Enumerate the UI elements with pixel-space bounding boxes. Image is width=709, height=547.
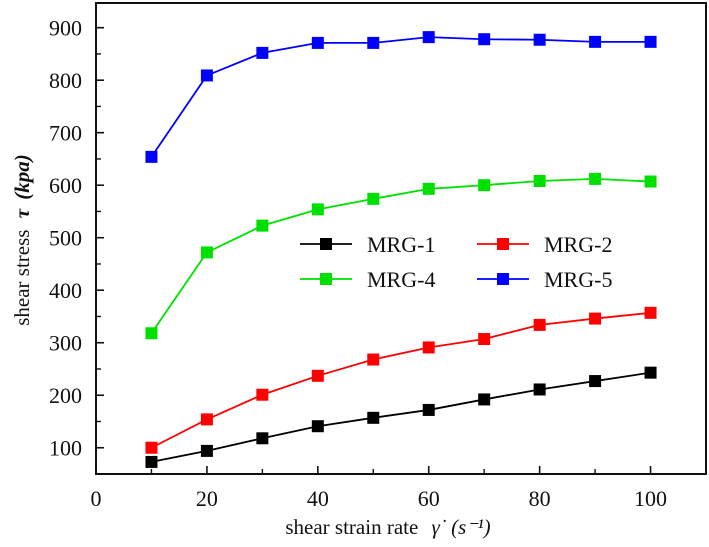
- data-point: [145, 327, 158, 340]
- data-point: [311, 36, 324, 49]
- data-point: [533, 318, 546, 331]
- x-tick-label: 40: [307, 486, 329, 511]
- x-axis-unit: (s⁻¹): [451, 515, 491, 539]
- data-point: [256, 46, 269, 59]
- data-point: [478, 393, 491, 406]
- series-line: [151, 311, 651, 449]
- data-point: [145, 455, 158, 468]
- y-tick-label: 700: [49, 121, 82, 146]
- data-point: [256, 432, 269, 445]
- data-point: [200, 413, 213, 426]
- series-mrg-5: [145, 31, 657, 163]
- data-point: [200, 69, 213, 82]
- data-point: [311, 369, 324, 382]
- data-point: [644, 35, 657, 48]
- data-point: [145, 150, 158, 163]
- legend-label: MRG-4: [367, 267, 435, 292]
- y-axis-title-text: shear stress: [10, 230, 34, 326]
- legend-item: MRG-2: [477, 232, 612, 257]
- y-tick-label: 200: [49, 383, 82, 408]
- data-point: [533, 383, 546, 396]
- data-point: [478, 179, 491, 192]
- data-point: [589, 172, 602, 185]
- y-tick-label: 400: [49, 278, 82, 303]
- data-point: [478, 33, 491, 46]
- data-point: [367, 353, 380, 366]
- y-tick-label: 600: [49, 173, 82, 198]
- legend-item: MRG-1: [300, 232, 435, 257]
- series-layer: [145, 31, 657, 468]
- data-point: [422, 31, 435, 44]
- y-tick-label: 500: [49, 226, 82, 251]
- legend-item: MRG-5: [477, 267, 612, 292]
- data-point: [533, 175, 546, 188]
- x-axis-title: shear strain rate γ̇ (s⁻¹): [285, 515, 490, 539]
- x-axis-symbol: γ̇: [432, 515, 446, 539]
- data-point: [256, 219, 269, 232]
- data-point: [256, 388, 269, 401]
- y-axis-title: shear stress τ (kpa): [10, 154, 34, 326]
- data-point: [367, 192, 380, 205]
- series-line: [151, 371, 651, 463]
- y-tick-label: 100: [49, 436, 82, 461]
- data-point: [200, 246, 213, 259]
- data-point: [533, 33, 546, 46]
- y-tick-label: 900: [49, 16, 82, 41]
- legend-label: MRG-2: [544, 232, 612, 257]
- y-tick-label: 800: [49, 68, 82, 93]
- data-point: [367, 36, 380, 49]
- data-point: [311, 203, 324, 216]
- series-mrg-4: [145, 172, 657, 340]
- legend-label: MRG-5: [544, 267, 612, 292]
- legend-marker: [320, 238, 332, 250]
- data-point: [644, 175, 657, 188]
- series-line: [150, 36, 651, 158]
- data-point: [200, 444, 213, 457]
- x-axis-title-text: shear strain rate: [285, 515, 418, 539]
- data-point: [589, 375, 602, 388]
- x-tick-label: 100: [634, 486, 667, 511]
- data-point: [478, 333, 491, 346]
- series-mrg-1: [145, 366, 657, 468]
- data-point: [589, 312, 602, 325]
- y-tick-label: 300: [49, 331, 82, 356]
- legend-label: MRG-1: [367, 232, 435, 257]
- legend-marker: [497, 273, 509, 285]
- legend-marker: [320, 273, 332, 285]
- y-axis-unit: (kpa): [10, 154, 34, 200]
- data-point: [311, 420, 324, 433]
- data-point: [422, 182, 435, 195]
- x-tick-label: 20: [196, 486, 218, 511]
- data-point: [644, 306, 657, 319]
- data-point: [644, 366, 657, 379]
- series-mrg-2: [145, 306, 657, 454]
- data-point: [367, 411, 380, 424]
- legend-item: MRG-4: [300, 267, 435, 292]
- x-tick-label: 60: [418, 486, 440, 511]
- x-tick-label: 0: [91, 486, 102, 511]
- legend: MRG-1 MRG-2 MRG-4 MRG-5: [300, 232, 612, 292]
- data-point: [422, 403, 435, 416]
- x-tick-label: 80: [529, 486, 551, 511]
- series-line: [150, 178, 651, 334]
- y-axis-symbol: τ: [10, 208, 34, 218]
- axes: 100 200 300 400 500 600 700 800 900 0 20 40 60 80 100: [49, 2, 707, 511]
- data-point: [145, 441, 158, 454]
- data-point: [589, 35, 602, 48]
- legend-marker: [497, 238, 509, 250]
- data-point: [422, 341, 435, 354]
